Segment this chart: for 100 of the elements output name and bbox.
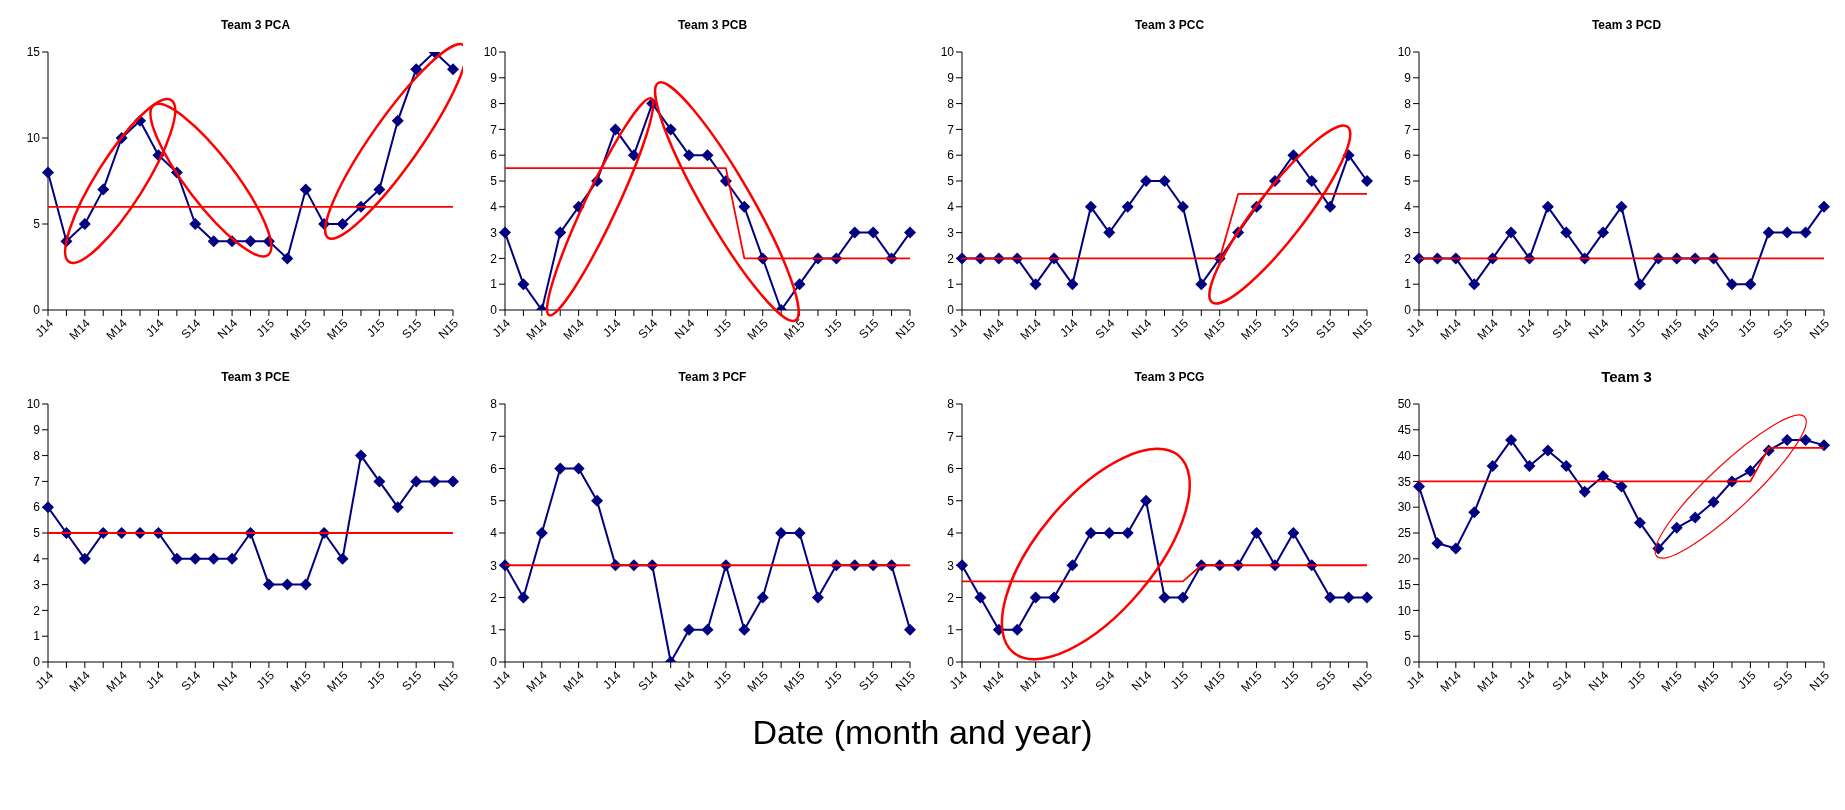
y-tick-label: 4 [490, 526, 498, 541]
point [738, 623, 751, 636]
point [1250, 527, 1263, 539]
x-tick-label: J14 [1403, 316, 1428, 340]
y-tick-label: 6 [947, 461, 955, 476]
point [1633, 278, 1646, 291]
y-tick-label: 1 [947, 623, 955, 638]
point [447, 63, 459, 76]
y-tick-label: 5 [947, 174, 955, 189]
y-tick-label: 9 [1404, 71, 1412, 86]
x-tick-label: J15 [710, 668, 735, 692]
point [683, 149, 696, 162]
y-tick-label: 2 [1404, 251, 1412, 266]
point [281, 578, 294, 591]
point [1633, 516, 1646, 529]
x-tick-label: N14 [214, 668, 241, 694]
point [554, 462, 567, 475]
x-tick-label: S15 [1313, 668, 1339, 694]
point [1505, 434, 1518, 447]
point [756, 591, 769, 604]
point [664, 123, 677, 136]
point [410, 475, 423, 488]
x-tick-label: J14 [32, 316, 57, 340]
chart-title: Team 3 PCG [1133, 369, 1206, 386]
y-tick-label: 2 [947, 251, 955, 266]
point [1541, 444, 1554, 457]
x-tick-label: S15 [1770, 668, 1796, 694]
x-tick-label: J15 [1277, 668, 1302, 692]
x-tick-label: S14 [1092, 668, 1118, 694]
y-tick-label: 5 [1404, 629, 1412, 644]
point [1597, 226, 1610, 239]
point [336, 552, 349, 565]
y-tick-label: 0 [33, 655, 41, 670]
x-tick-label: N15 [1806, 316, 1833, 342]
x-tick-label: J15 [1277, 316, 1302, 340]
point [1324, 200, 1337, 213]
y-tick-label: 4 [947, 200, 955, 215]
x-tick-label: S15 [399, 316, 425, 342]
point [1468, 278, 1481, 291]
point [1103, 527, 1116, 539]
y-tick-label: 2 [947, 590, 955, 605]
x-tick-label: N15 [892, 316, 919, 342]
y-tick-label: 7 [947, 122, 955, 137]
point [189, 218, 202, 230]
point [554, 226, 567, 239]
point [447, 475, 459, 488]
y-tick-label: 3 [947, 225, 955, 240]
point [42, 166, 54, 179]
point [701, 149, 714, 162]
point [281, 252, 294, 265]
point [793, 278, 806, 291]
x-tick-label: J14 [489, 668, 514, 692]
point [170, 552, 183, 565]
point [904, 623, 916, 636]
y-tick-label: 7 [947, 429, 955, 444]
x-tick-label: S15 [856, 668, 882, 694]
point [1195, 278, 1208, 291]
text: Date (month and year) [751, 712, 1094, 752]
point [517, 278, 530, 291]
y-tick-label: 10 [1397, 603, 1412, 618]
x-tick-label: J14 [143, 668, 167, 692]
y-tick-label: 2 [33, 603, 41, 618]
y-tick-label: 15 [1397, 577, 1412, 592]
point [499, 226, 511, 239]
y-tick-label: 5 [490, 174, 498, 189]
y-tick-label: 6 [947, 148, 955, 163]
y-tick-label: 1 [33, 629, 41, 644]
point [956, 559, 968, 572]
point [1305, 175, 1318, 187]
point [956, 252, 968, 265]
y-tick-label: 1 [947, 277, 955, 292]
point [1066, 559, 1079, 572]
y-tick-label: 6 [1404, 148, 1412, 163]
point [848, 226, 861, 239]
x-tick-label: S15 [856, 316, 882, 342]
chart-title: Team 3 PCC [1133, 17, 1206, 34]
point [207, 552, 220, 565]
y-tick-label: 0 [490, 655, 498, 670]
y-tick-label: 8 [1404, 96, 1412, 111]
point [1361, 175, 1373, 187]
point [354, 449, 367, 462]
x-tick-label: J15 [1734, 668, 1759, 692]
point [609, 123, 622, 136]
x-tick-label: S14 [635, 668, 661, 694]
x-tick-label: J14 [1403, 668, 1428, 692]
y-tick-label: 7 [33, 474, 41, 489]
point [1158, 175, 1171, 187]
x-tick-label: N15 [1349, 316, 1376, 342]
x-tick-label: N14 [671, 668, 698, 694]
x-tick-label: J15 [363, 316, 388, 340]
point [1799, 226, 1812, 239]
x-tick-label: J14 [32, 668, 57, 692]
y-tick-label: 30 [1397, 500, 1412, 515]
point [974, 591, 987, 604]
x-tick-label: J14 [946, 316, 971, 340]
point [1615, 200, 1628, 213]
point [1818, 200, 1830, 213]
point [1744, 465, 1757, 478]
x-tick-label: J15 [1624, 668, 1649, 692]
x-tick-label: N15 [892, 668, 919, 694]
